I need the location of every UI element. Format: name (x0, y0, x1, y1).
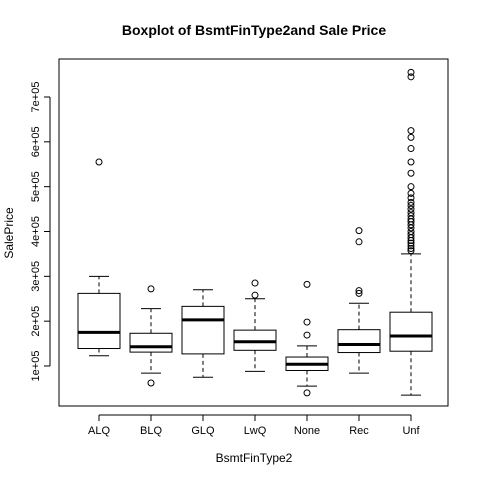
y-tick-label: 3e+05 (30, 261, 42, 292)
y-axis-label: SalePrice (2, 207, 16, 259)
iqr-box (337, 329, 381, 354)
iqr-box (181, 305, 225, 355)
outlier-point (147, 285, 155, 293)
box-lwq (233, 279, 277, 372)
iqr-box (389, 311, 433, 352)
iqr-box (77, 292, 121, 350)
boxes-group (77, 68, 433, 397)
x-tick-label: GLQ (191, 425, 215, 437)
outlier-point (407, 189, 415, 197)
outlier-point (407, 183, 415, 191)
outlier-point (407, 245, 415, 253)
y-tick-label: 4e+05 (30, 216, 42, 247)
outlier-point (303, 331, 311, 339)
outlier-point (303, 318, 311, 326)
outlier-point (407, 205, 415, 213)
box-alq (77, 158, 121, 357)
x-tick-label: ALQ (88, 425, 110, 437)
outlier-point (355, 227, 363, 235)
outlier-point (251, 291, 259, 299)
x-tick-label: BLQ (140, 425, 162, 437)
outlier-point (407, 133, 415, 141)
y-tick-label: 7e+05 (30, 82, 42, 113)
y-tick-label: 5e+05 (30, 171, 42, 202)
y-tick-label: 1e+05 (30, 351, 42, 382)
box-blq (129, 285, 173, 387)
outlier-point (355, 287, 363, 295)
box-none (285, 280, 329, 397)
outlier-point (95, 158, 103, 166)
iqr-box (233, 329, 277, 351)
outlier-point (303, 389, 311, 397)
y-tick-label: 2e+05 (30, 306, 42, 337)
x-axis-label: BsmtFinType2 (216, 451, 293, 465)
outlier-point (407, 194, 415, 202)
y-axis: 1e+05 2e+05 3e+05 4e+05 5e+05 6e+05 7e+05 (30, 82, 51, 382)
outlier-point (407, 145, 415, 153)
outlier-point (407, 221, 415, 229)
x-tick-label: None (294, 425, 320, 437)
outlier-point (303, 280, 311, 288)
outlier-point (407, 239, 415, 247)
outlier-point (407, 224, 415, 232)
outlier-point (407, 247, 415, 255)
outlier-point (407, 236, 415, 244)
x-axis: ALQ BLQ GLQ LwQ None Rec Unf (88, 414, 420, 437)
box-rec (337, 227, 381, 374)
outlier-point (407, 127, 415, 135)
y-tick-label: 6e+05 (30, 126, 42, 157)
outlier-point (407, 201, 415, 209)
outlier-point (407, 198, 415, 206)
chart-title: Boxplot of BsmtFinType2and Sale Price (122, 22, 386, 38)
box-glq (181, 289, 225, 378)
outlier-point (147, 379, 155, 387)
outlier-point (407, 73, 415, 81)
outlier-point (355, 238, 363, 246)
plot-frame (58, 58, 449, 407)
outlier-point (407, 158, 415, 166)
outlier-point (355, 289, 363, 297)
box-unf (389, 68, 433, 396)
outlier-point (407, 242, 415, 250)
outlier-point (407, 68, 415, 76)
outlier-point (407, 169, 415, 177)
outlier-point (251, 279, 259, 287)
x-tick-label: Rec (349, 425, 369, 437)
outlier-point (407, 234, 415, 242)
x-tick-label: LwQ (244, 425, 267, 437)
iqr-box (129, 332, 173, 353)
x-tick-label: Unf (402, 425, 420, 437)
